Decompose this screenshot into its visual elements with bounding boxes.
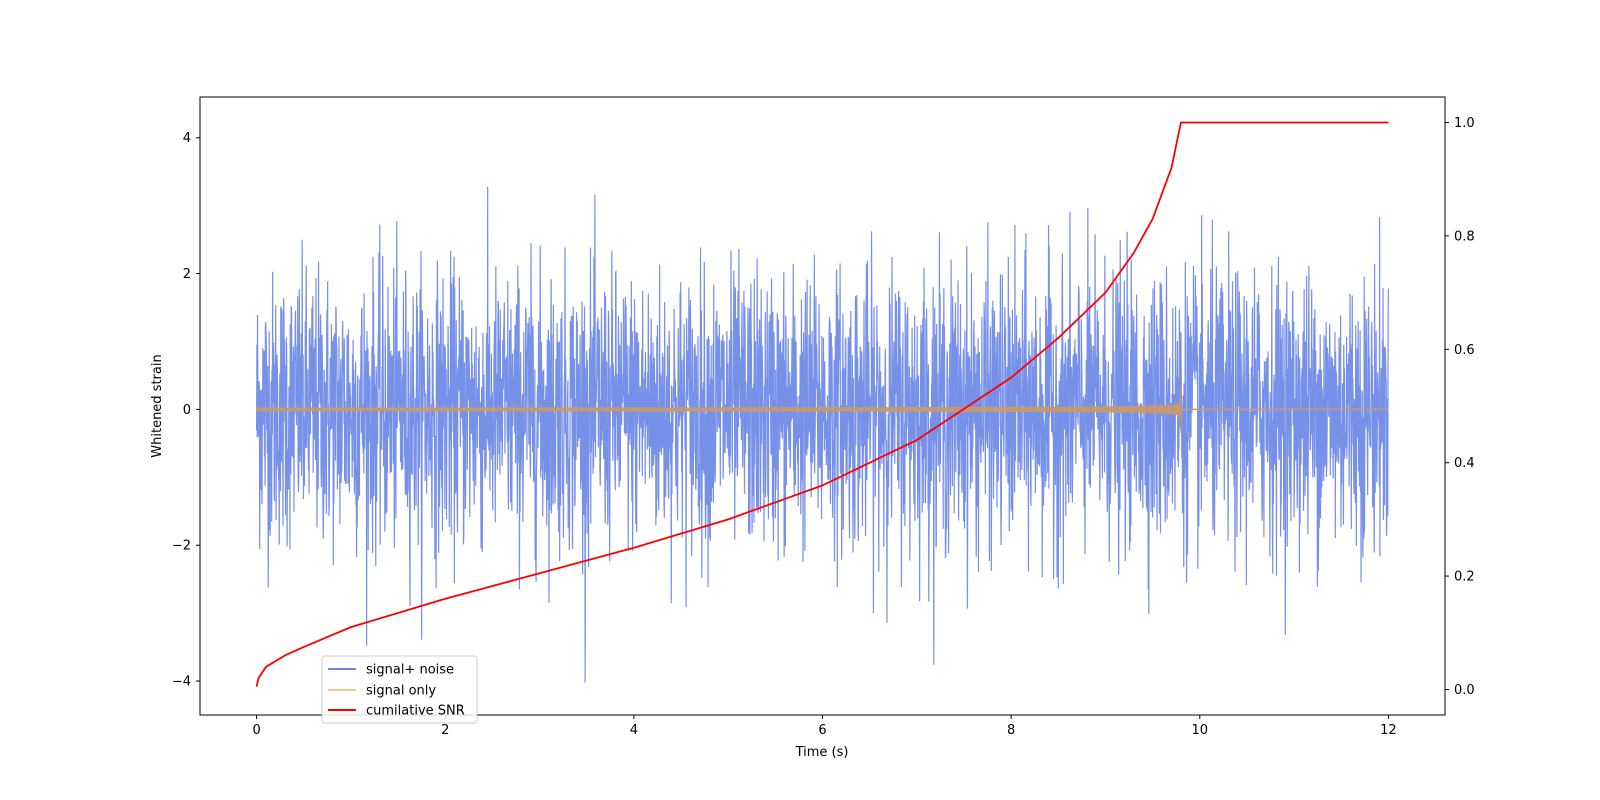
series-signal-only-envelope (256, 385, 1182, 434)
plot-area (255, 121, 1390, 687)
x-tick-label: 8 (1007, 723, 1015, 738)
y2-tick-label: 0.2 (1454, 570, 1475, 585)
x-tick-label: 0 (252, 723, 260, 738)
y-axis-label: Whitened strain (150, 354, 165, 457)
x-tick-label: 10 (1191, 723, 1208, 738)
x-tick-label: 6 (818, 723, 826, 738)
legend: signal+ noise signal only cumilative SNR (321, 655, 478, 724)
legend-box (321, 655, 478, 724)
legend-label-signal-noise: signal+ noise (366, 663, 454, 678)
y2-tick-label: 0.0 (1454, 683, 1475, 698)
y-tick-label: 4 (183, 131, 191, 146)
x-axis-label: Time (s) (795, 745, 849, 760)
y2-tick-label: 0.8 (1454, 229, 1475, 244)
y-axis-right: 0.0 0.2 0.4 0.6 0.8 1.0 (1445, 116, 1475, 698)
x-tick-label: 4 (630, 723, 638, 738)
y-tick-label: −2 (172, 539, 191, 554)
legend-label-cumulative-snr: cumilative SNR (366, 704, 465, 719)
y2-tick-label: 0.6 (1454, 343, 1475, 358)
series-signal-noise-line (255, 186, 1390, 683)
x-tick-label: 2 (441, 723, 449, 738)
y-tick-label: 0 (183, 403, 191, 418)
y-tick-label: −4 (172, 675, 191, 690)
y-tick-label: 2 (183, 267, 191, 282)
y2-tick-label: 0.4 (1454, 456, 1475, 471)
series-cumulative-snr-line (255, 121, 1389, 687)
x-axis: 0 2 4 6 8 10 12 (252, 715, 1397, 738)
legend-label-signal-only: signal only (366, 684, 436, 699)
y2-tick-label: 1.0 (1454, 116, 1475, 131)
y-axis-left: −4 −2 0 2 4 (172, 131, 200, 690)
x-tick-label: 12 (1380, 723, 1397, 738)
